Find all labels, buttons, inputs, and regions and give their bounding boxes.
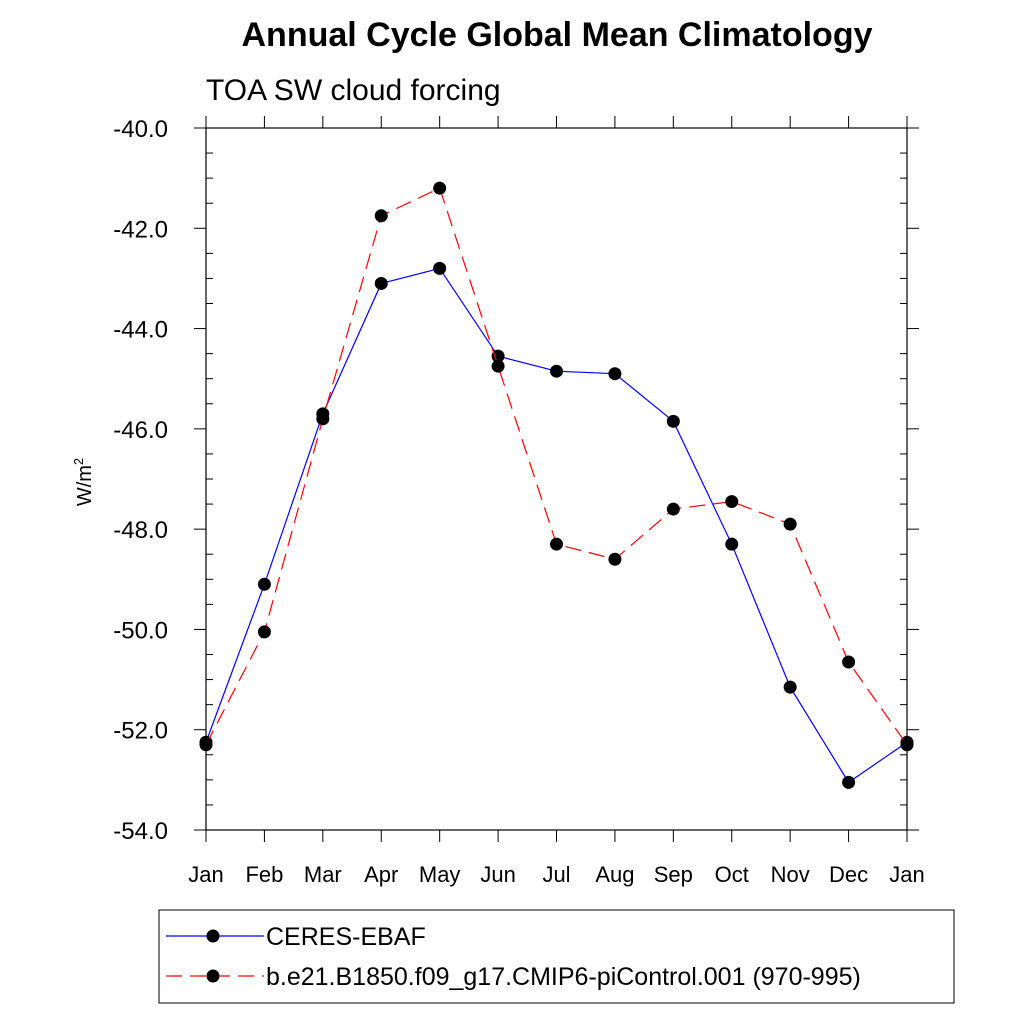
x-tick-label: Nov [771,862,810,887]
x-tick-label: Feb [245,862,283,887]
data-point-1 [316,412,330,426]
y-tick-label: -48.0 [113,517,168,544]
data-point-1 [783,517,797,531]
y-axis-unit: W/m [74,465,96,506]
x-tick-label: Apr [364,862,398,887]
y-tick-label: -46.0 [113,417,168,444]
data-point-1 [725,495,739,509]
data-point-0 [550,364,563,378]
y-tick-label: -52.0 [113,718,168,745]
x-tick-label: Oct [715,862,749,887]
chart-title: Annual Cycle Global Mean Climatology [242,16,873,54]
x-tick-label: Jul [542,862,570,887]
legend-label-model: b.e21.B1850.f09_g17.CMIP6-piControl.001 … [266,963,861,991]
x-tick-label: May [419,862,461,887]
legend-marker-model [206,969,220,983]
series-line-0 [205,267,908,784]
data-point-1 [842,655,856,669]
y-tick-label: -42.0 [113,216,168,243]
x-tick-label: Jan [889,862,924,887]
y-axis-title: W/m2 [71,458,96,506]
axes: Jan Feb Mar Apr May Jun Jul Aug Sep Oct Nov Dec Jan-… [113,116,925,887]
data-point-1 [550,537,563,551]
legend: CERES-EBAF b.e21.B1850.f09_g17.CMIP6-piC… [158,909,955,1004]
data-point-0 [608,367,622,381]
data-point-1 [491,359,505,373]
y-tick-label: -40.0 [113,116,168,143]
series-layer [199,181,914,789]
x-tick-label: Sep [654,862,693,887]
plot-frame [205,127,908,831]
data-point-0 [433,261,447,275]
x-tick-label: Aug [595,862,634,887]
series-line-1 [205,187,908,746]
data-point-0 [783,680,797,694]
y-tick-label: -54.0 [113,818,168,845]
data-point-0 [257,577,271,591]
legend-marker-ceres [206,929,220,943]
y-axis-unit-superscript: 2 [71,458,86,465]
data-point-1 [257,625,271,639]
x-tick-label: Dec [829,862,868,887]
data-point-1 [608,552,622,566]
data-point-0 [491,349,505,363]
data-point-1 [666,502,680,516]
x-tick-label: Jan [188,862,223,887]
x-tick-label: Mar [304,862,342,887]
data-point-0 [666,414,680,428]
x-tick-label: Jun [480,862,515,887]
data-point-0 [725,537,739,551]
data-point-1 [374,209,388,223]
y-axis-label: W/m2 [71,458,96,506]
y-tick-label: -50.0 [113,617,168,644]
legend-label-ceres: CERES-EBAF [266,923,426,951]
y-tick-label: -44.0 [113,317,168,344]
data-point-0 [374,276,388,290]
chart-subtitle: TOA SW cloud forcing [206,74,501,107]
legend-box [158,909,955,1004]
data-point-1 [199,738,213,752]
data-point-1 [433,181,447,195]
data-point-0 [842,775,856,789]
data-point-1 [900,738,914,752]
